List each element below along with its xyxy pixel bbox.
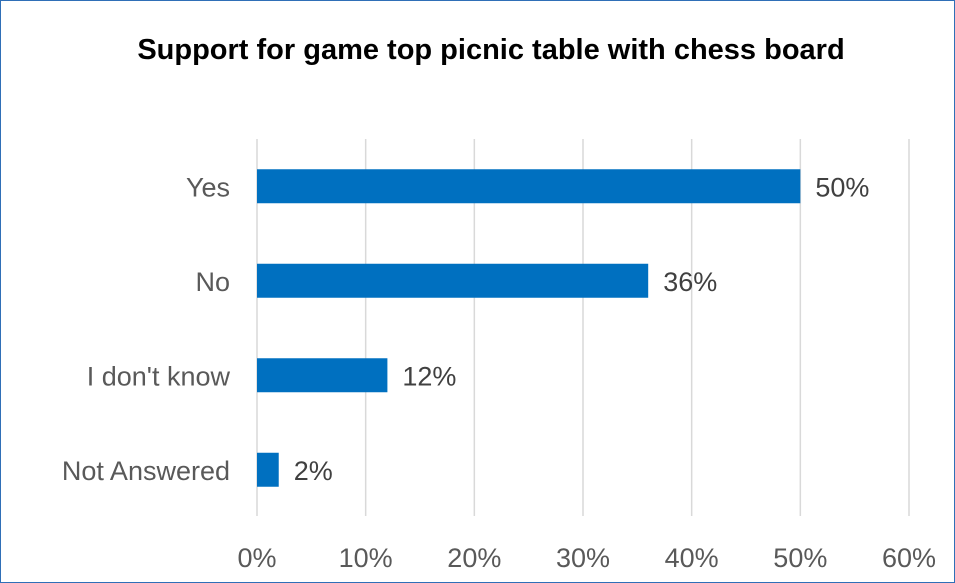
x-tick-label: 40%: [665, 543, 719, 573]
x-tick-label: 10%: [339, 543, 393, 573]
category-label: I don't know: [87, 361, 231, 391]
x-tick-label: 50%: [773, 543, 827, 573]
x-tick-label: 30%: [556, 543, 610, 573]
data-label: 12%: [402, 361, 456, 391]
bar-3: [257, 452, 279, 487]
x-tick-label: 0%: [237, 543, 276, 573]
labels: 0% 10% 20% 30% 40% 50% 60% Yes 50% No 36% I don't k…: [62, 172, 936, 573]
data-label: 36%: [663, 267, 717, 297]
x-tick-label: 20%: [447, 543, 501, 573]
category-label: No: [195, 267, 230, 297]
data-label: 50%: [815, 172, 869, 202]
bars: [257, 169, 801, 487]
category-label: Not Answered: [62, 456, 230, 486]
x-tick-label: 60%: [882, 543, 936, 573]
chart-title: Support for game top picnic table with c…: [137, 34, 845, 66]
data-label: 2%: [294, 456, 333, 486]
bar-0: [257, 169, 801, 204]
bar-2: [257, 358, 388, 393]
category-label: Yes: [186, 172, 230, 202]
bar-1: [257, 263, 649, 298]
